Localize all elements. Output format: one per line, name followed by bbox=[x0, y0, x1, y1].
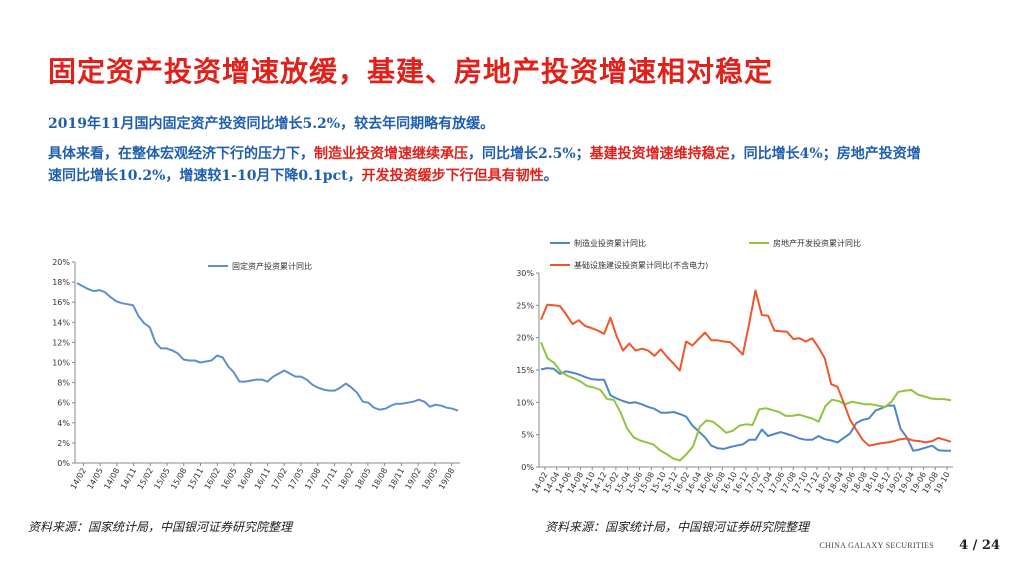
y-tick-label: 25% bbox=[516, 301, 534, 310]
legend-label: 房地产开发投资累计同比 bbox=[773, 238, 861, 248]
summary-paragraph: 2019年11月国内固定资产投资同比增长5.2%，较去年同期略有放缓。 bbox=[48, 116, 495, 132]
y-tick-label: 0% bbox=[57, 459, 70, 468]
legend-label: 制造业投资累计同比 bbox=[574, 238, 646, 248]
detail-text-2: ，同比增长2.5%； bbox=[468, 146, 590, 162]
detail-text-3: ，同比增长4%；房地产投资增速同比增长10.2%，增速较1-10月下降0.1pc… bbox=[48, 146, 921, 184]
y-tick-label: 10% bbox=[52, 359, 70, 368]
series-line bbox=[540, 289, 952, 447]
y-tick-label: 15% bbox=[516, 366, 534, 375]
series-line bbox=[540, 341, 952, 462]
footer-brand: CHINA GALAXY SECURITIES bbox=[819, 541, 934, 550]
y-tick-label: 8% bbox=[57, 379, 70, 388]
source-note-right: 资料来源：国家统计局，中国银河证券研究院整理 bbox=[545, 520, 810, 534]
y-tick-label: 10% bbox=[516, 398, 534, 407]
y-tick-label: 18% bbox=[52, 278, 70, 287]
series-line bbox=[76, 282, 459, 412]
y-tick-label: 0% bbox=[521, 463, 534, 472]
page-number: 4 / 24 bbox=[959, 538, 1000, 553]
y-tick-label: 2% bbox=[57, 439, 70, 448]
detail-text-4: 。 bbox=[543, 168, 558, 184]
fai-line-chart: 0%2%4%6%8%10%12%14%16%18%20%14/0214/0514… bbox=[52, 258, 460, 491]
series-line bbox=[540, 367, 951, 452]
y-tick-label: 30% bbox=[516, 269, 534, 278]
y-tick-label: 16% bbox=[52, 298, 70, 307]
detail-highlight-real-estate: 开发投资缓步下行但具有韧性 bbox=[361, 168, 544, 184]
page-title: 固定资产投资增速放缓，基建、房地产投资增速相对稳定 bbox=[48, 55, 774, 88]
detail-text-1: 具体来看，在整体宏观经济下行的压力下， bbox=[48, 146, 314, 162]
detail-highlight-manufacturing: 制造业投资增速继续承压 bbox=[314, 146, 468, 162]
y-tick-label: 12% bbox=[52, 338, 70, 347]
x-tick-label: 19/08 bbox=[437, 467, 456, 491]
y-tick-label: 4% bbox=[57, 419, 70, 428]
y-tick-label: 20% bbox=[52, 258, 70, 267]
y-tick-label: 6% bbox=[57, 399, 70, 408]
legend-label: 基础设施建设投资累计同比(不含电力) bbox=[574, 260, 708, 270]
detail-highlight-infrastructure: 基建投资增速维持稳定 bbox=[589, 146, 730, 162]
legend-label: 固定资产投资累计同比 bbox=[232, 261, 312, 271]
y-tick-label: 14% bbox=[52, 318, 70, 327]
y-tick-label: 20% bbox=[516, 334, 534, 343]
source-note-left: 资料来源：国家统计局，中国银河证券研究院整理 bbox=[28, 520, 293, 534]
detail-paragraph: 具体来看，在整体宏观经济下行的压力下，制造业投资增速继续承压，同比增长2.5%；… bbox=[48, 143, 928, 187]
y-tick-label: 5% bbox=[521, 431, 534, 440]
sector-investment-line-chart: 0%5%10%15%20%25%30%14-0214-0414-0614-081… bbox=[516, 238, 953, 495]
